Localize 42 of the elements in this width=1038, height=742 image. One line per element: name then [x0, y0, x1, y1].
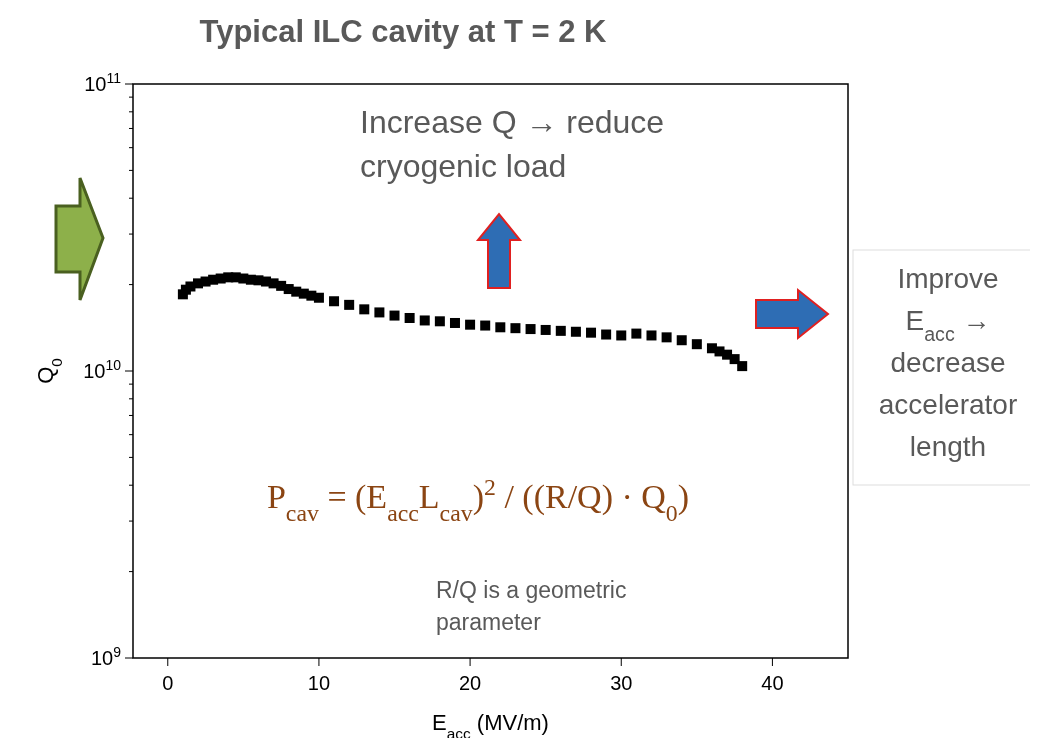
x-tick-label: 40 [761, 672, 784, 694]
point [729, 354, 740, 365]
point [329, 296, 340, 307]
point [313, 292, 324, 303]
point [449, 317, 460, 328]
point [570, 326, 581, 337]
text: P$_{cav}$ = (E$_{acc}$L$_{cav}$)$^{2}$ / ((R/Q) · Q$_{0}$) [266, 474, 690, 526]
point [495, 322, 506, 333]
point [374, 307, 385, 318]
point [540, 324, 551, 335]
point [389, 310, 400, 321]
y-tick-label: 10$^{10}$ [83, 357, 122, 382]
point [555, 325, 566, 336]
point [419, 315, 430, 326]
annotation: R/Q is a geometric parameter [436, 577, 627, 635]
point [344, 299, 355, 310]
point [586, 327, 597, 338]
text: Improve E$_{acc}$ → decrease accelerator length [878, 263, 1018, 462]
x-tick-label: 30 [610, 672, 633, 694]
point [661, 332, 672, 343]
point [737, 361, 748, 372]
point [525, 324, 536, 335]
x-tick-label: 20 [458, 672, 482, 694]
point [691, 339, 702, 350]
point [601, 329, 612, 340]
point [616, 330, 627, 341]
point [631, 328, 642, 339]
point [646, 330, 657, 341]
point [465, 319, 476, 330]
point [480, 320, 491, 331]
point [510, 323, 521, 334]
x-tick-label: 0 [162, 672, 174, 694]
annotation: Increase Q → reduce cryogenic load [360, 104, 665, 184]
point [359, 304, 370, 315]
y-tick-label: 10$^{9}$ [90, 644, 122, 669]
point [404, 312, 415, 323]
point [434, 316, 445, 327]
x-tick-label: 10 [307, 672, 331, 694]
point [676, 335, 687, 346]
chart-title: Typical ILC cavity at T = 2 K [199, 14, 608, 49]
y-tick-label: 10$^{11}$ [84, 70, 122, 95]
x-axis-title: E$_{acc}$ (MV/m) [432, 710, 549, 742]
